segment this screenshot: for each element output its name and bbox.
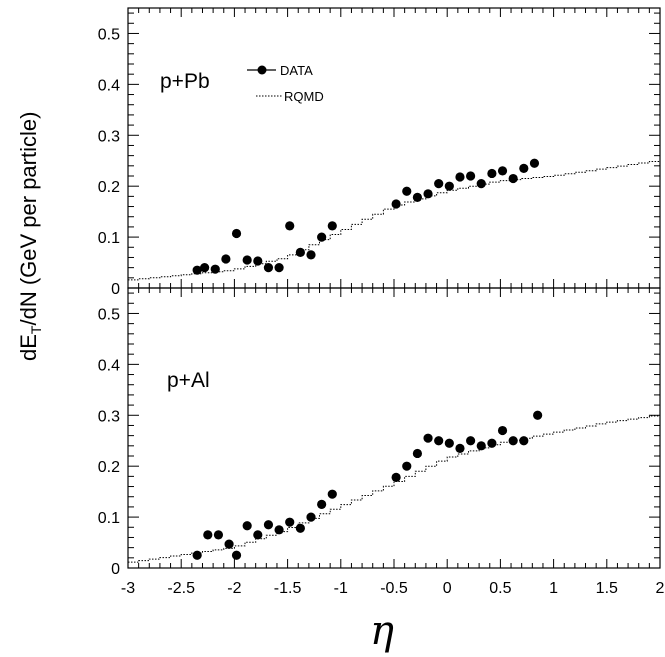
data-point [263, 263, 274, 273]
data-point [327, 221, 337, 231]
x-tick-label: -1.5 [274, 580, 302, 597]
data-point [242, 255, 252, 265]
data-point [423, 189, 433, 199]
data-point [476, 179, 486, 189]
y-tick-label: 0 [111, 281, 120, 298]
y-axis-title-rest: /dN (GeV per particle) [16, 112, 41, 326]
labels-layer: 0 0.1 0.2 0.3 0.4 0.5 0 0.1 0.2 0.3 0.4 0.5 -3 -2.5 -2… [98, 26, 665, 597]
data-point [242, 521, 252, 531]
legend-data-marker [257, 65, 267, 75]
y-tick-label: 0.1 [98, 230, 120, 247]
x-axis-title: η [370, 608, 394, 654]
data-point [327, 489, 337, 499]
panel-frame-0 [127, 7, 661, 289]
data-point [533, 410, 543, 420]
y-tick-label: 0.3 [98, 128, 120, 145]
data-point [508, 173, 518, 184]
data-point [213, 530, 224, 540]
x-tick-label: -2.5 [167, 580, 195, 597]
data-point [263, 520, 274, 530]
data-point [295, 247, 305, 257]
y-tick-label: 0.5 [98, 26, 120, 43]
data-point [402, 461, 412, 471]
data-point [412, 448, 423, 459]
data-point [295, 523, 305, 533]
y-tick-label: 0.3 [98, 408, 120, 425]
data-point [391, 199, 401, 209]
data-point [253, 530, 263, 540]
legend: DATA RQMD [247, 63, 324, 104]
data-point [274, 263, 284, 273]
data-point [210, 264, 220, 274]
data-point [455, 443, 465, 453]
panel-label-bottom: p+Al [167, 369, 210, 392]
legend-model-label: RQMD [284, 89, 324, 104]
data-point [444, 181, 454, 191]
model-layer [128, 161, 660, 563]
data-point [487, 168, 497, 179]
data-point [497, 425, 508, 436]
data-point [466, 436, 476, 446]
y-tick-label: 0.4 [98, 77, 120, 94]
data-point [423, 433, 433, 443]
y-axis-title: dET/dN (GeV per particle) [16, 112, 44, 361]
data-point [412, 192, 423, 202]
y-tick-label: 0.2 [98, 459, 120, 476]
data-point [487, 438, 497, 448]
data-point [444, 438, 454, 448]
data-point [200, 263, 210, 273]
y-axis-title-main: dE [16, 334, 41, 361]
y-tick-label: 0.1 [98, 510, 120, 527]
x-tick-label: -0.5 [380, 580, 408, 597]
data-point [285, 221, 295, 231]
y-tick-label: 0.2 [98, 179, 120, 196]
data-point [285, 517, 295, 527]
data-point [192, 265, 202, 275]
x-tick-label: 0 [443, 580, 452, 597]
data-point [519, 163, 529, 173]
data-point [306, 512, 316, 522]
data-point [221, 254, 231, 264]
data-point [317, 232, 327, 242]
data-point [434, 436, 444, 446]
y-tick-label: 0.4 [98, 357, 120, 374]
data-point [476, 441, 486, 451]
data-point [231, 228, 242, 239]
model-curve-1 [128, 415, 660, 563]
x-tick-label: -1 [334, 580, 348, 597]
x-tick-label: 0.5 [489, 580, 511, 597]
data-point [519, 436, 529, 446]
data-point [253, 256, 263, 266]
data-point [529, 158, 540, 168]
data-point [317, 499, 327, 509]
legend-data-label: DATA [280, 63, 313, 78]
data-point [224, 539, 234, 549]
x-tick-label: 2 [656, 580, 665, 597]
data-point [306, 250, 316, 260]
x-tick-label: 1 [549, 580, 558, 597]
data-layer [192, 158, 543, 560]
x-tick-label: 1.5 [596, 580, 618, 597]
x-tick-label: -2 [227, 580, 241, 597]
data-point [402, 186, 412, 196]
data-point [231, 550, 242, 560]
data-point [434, 179, 444, 189]
y-axis-title-subscript: T [28, 325, 44, 334]
y-tick-label: 0.5 [98, 306, 120, 323]
x-tick-label: -3 [121, 580, 135, 597]
data-point [274, 525, 284, 535]
data-point [192, 550, 202, 560]
data-point [203, 530, 213, 540]
data-point [497, 166, 508, 176]
data-point [466, 171, 476, 181]
y-tick-label: 0 [111, 561, 120, 578]
model-curve-0 [128, 161, 660, 281]
axes-layer [127, 7, 661, 569]
data-point [391, 472, 401, 482]
data-point [455, 172, 465, 182]
panel-label-top: p+Pb [160, 70, 210, 93]
data-point [508, 436, 518, 446]
